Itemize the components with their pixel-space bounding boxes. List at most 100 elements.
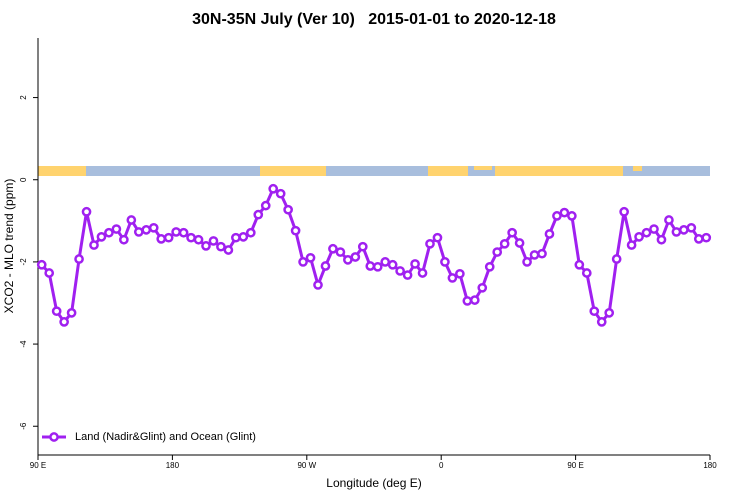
data-point — [455, 268, 465, 279]
x-axis-label: Longitude (deg E) — [326, 476, 421, 490]
x-tick-label: 90 W — [297, 461, 316, 470]
data-point — [208, 236, 219, 246]
y-tick-label: 0 — [19, 177, 28, 182]
data-point — [141, 225, 152, 235]
data-point — [484, 261, 495, 272]
data-point — [634, 231, 644, 242]
data-point — [581, 268, 592, 278]
x-tick-label: 90 E — [567, 461, 583, 470]
data-point — [365, 261, 376, 271]
data-point — [664, 215, 674, 225]
data-point — [44, 268, 55, 278]
data-point — [133, 227, 144, 237]
data-point — [328, 243, 338, 254]
y-tick-label: 2 — [19, 95, 28, 100]
data-point — [649, 224, 659, 234]
land-strip — [428, 166, 468, 176]
data-point — [432, 232, 443, 243]
data-point — [656, 234, 667, 245]
x-tick-label: 180 — [166, 461, 180, 470]
data-point — [290, 225, 301, 236]
data-point — [119, 234, 129, 245]
data-point — [402, 270, 413, 280]
data-point — [343, 255, 353, 265]
data-point — [529, 250, 540, 260]
data-point — [320, 261, 331, 271]
data-point — [193, 234, 204, 245]
data-point — [231, 232, 241, 243]
data-point — [298, 257, 308, 267]
data-point — [380, 257, 391, 267]
data-point — [238, 231, 249, 242]
data-point — [641, 227, 652, 238]
data-point — [589, 306, 600, 317]
data-point — [372, 261, 383, 272]
data-point — [462, 296, 473, 306]
data-point — [537, 248, 547, 259]
data-point — [410, 259, 420, 269]
data-point — [671, 227, 682, 237]
data-point — [156, 234, 167, 244]
data-point — [245, 227, 256, 238]
y-axis-label: XCO2 - MLO trend (ppm) — [2, 179, 16, 314]
data-point — [305, 252, 316, 263]
data-point — [268, 183, 279, 194]
data-point — [223, 245, 234, 255]
chart-title: 30N-35N July (Ver 10) 2015-01-01 to 2020… — [192, 11, 556, 28]
data-point — [178, 227, 189, 238]
legend-marker — [49, 432, 59, 442]
data-point — [395, 266, 405, 276]
data-point — [104, 227, 114, 238]
data-point — [350, 252, 361, 262]
data-point — [148, 222, 159, 233]
data-point — [425, 238, 435, 249]
data-point — [216, 241, 226, 252]
x-tick-label: 0 — [439, 461, 444, 470]
data-point — [559, 207, 570, 218]
data-point — [66, 308, 77, 318]
land-strip — [260, 166, 326, 176]
data-point — [626, 240, 637, 250]
land-strip — [38, 166, 86, 176]
x-tick-label: 180 — [703, 461, 717, 470]
data-point — [275, 188, 286, 199]
data-point — [81, 206, 92, 217]
data-point — [59, 317, 69, 327]
data-point — [74, 254, 84, 264]
data-point — [357, 241, 368, 252]
data-point — [544, 229, 555, 239]
data-point — [507, 227, 517, 238]
data-point — [387, 259, 398, 270]
data-point — [417, 268, 428, 278]
land-strip — [633, 166, 642, 171]
y-tick-label: -6 — [19, 422, 28, 430]
data-point — [619, 206, 629, 217]
data-point — [596, 317, 607, 327]
data-point — [604, 308, 615, 318]
data-point — [514, 238, 525, 248]
data-point — [335, 247, 346, 257]
data-point — [567, 211, 577, 221]
data-point — [96, 231, 107, 242]
legend-label: Land (Nadir&Glint) and Ocean (Glint) — [75, 431, 256, 443]
data-point — [447, 273, 458, 283]
data-point — [253, 209, 264, 220]
data-point — [201, 241, 211, 251]
data-point — [126, 215, 137, 225]
data-point — [89, 240, 99, 250]
data-point — [492, 247, 503, 257]
data-point — [574, 259, 585, 270]
data-point — [611, 254, 622, 264]
data-point — [260, 200, 271, 211]
data-point — [51, 306, 62, 317]
data-point — [163, 232, 174, 243]
data-point — [111, 224, 122, 234]
ocean-strip — [38, 166, 710, 176]
data-point — [477, 282, 488, 293]
y-tick-label: -2 — [19, 258, 28, 266]
land-ocean-strip — [38, 166, 710, 176]
data-point — [679, 225, 689, 235]
series-line — [40, 186, 707, 325]
data-point — [171, 227, 181, 237]
data-point — [313, 280, 323, 290]
